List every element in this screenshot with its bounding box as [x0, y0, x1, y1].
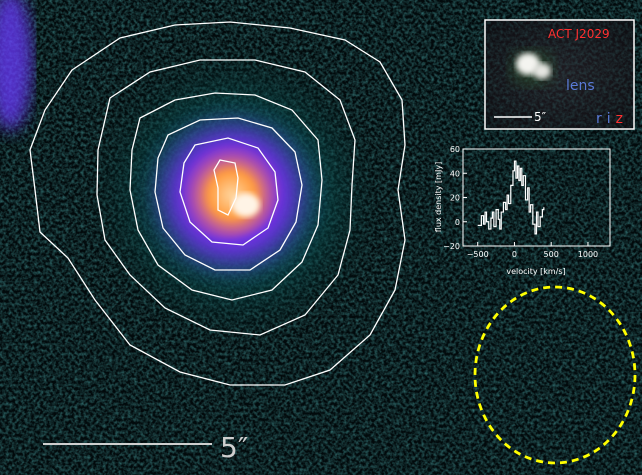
- spectrum-xtick-label: 1000: [578, 250, 598, 259]
- source-bright-peak: [232, 193, 260, 217]
- spectrum-line: [477, 160, 545, 235]
- filter-i: i: [607, 111, 611, 127]
- optical-companion: [533, 63, 551, 79]
- inset-scale-bar-label: 5″: [534, 110, 547, 124]
- lens-label: lens: [566, 78, 595, 94]
- spectrum-inset: −500 0 500 1000 −20 0 20 40 60 velocity [km/s] f…: [434, 145, 611, 276]
- contour-level-2: [96, 59, 356, 336]
- spectrum-xtick-label: 500: [544, 250, 559, 259]
- spectrum-ticks: −500 0 500 1000 −20 0 20 40 60: [443, 145, 598, 259]
- contour-level-5: [179, 137, 279, 246]
- main-scale-bar-label: 5″: [220, 431, 248, 464]
- spectrum-line-group: [477, 160, 545, 235]
- contour-level-6: [213, 159, 239, 216]
- spectrum-ytick-label: 40: [450, 169, 460, 178]
- contour-level-4: [154, 117, 303, 271]
- spectrum-ytick-label: 60: [450, 145, 460, 154]
- optical-inset-noise: [486, 21, 633, 128]
- spectrum-ytick-label: −20: [443, 242, 460, 251]
- spectrum-xlabel: velocity [km/s]: [506, 267, 565, 276]
- beam-ellipse: [473, 285, 637, 465]
- edge-source: [0, 0, 32, 130]
- filter-z: z: [616, 111, 623, 127]
- spectrum-ytick-label: 0: [455, 218, 460, 227]
- spectrum-ytick-label: 20: [450, 194, 460, 203]
- filter-r: r: [596, 111, 602, 127]
- contour-level-3: [129, 92, 323, 301]
- spectrum-ylabel: flux density [mJy]: [434, 162, 443, 232]
- target-name: ACT J2029: [548, 27, 610, 41]
- spectrum-xtick-label: 0: [512, 250, 517, 259]
- contours: [29, 21, 406, 386]
- contour-level-1: [29, 21, 406, 386]
- spectrum-xtick-label: −500: [467, 250, 489, 259]
